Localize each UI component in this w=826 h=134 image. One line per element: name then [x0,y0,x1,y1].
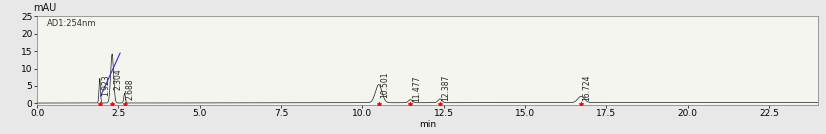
Text: 2.688: 2.688 [126,79,135,100]
Text: 12.387: 12.387 [441,75,450,101]
Text: 1.923: 1.923 [101,75,110,96]
X-axis label: min: min [419,120,436,129]
Text: mAU: mAU [33,3,56,13]
Text: 2.304: 2.304 [113,68,122,90]
Text: 10.501: 10.501 [380,71,389,98]
Text: 16.724: 16.724 [582,74,591,101]
Text: 11.477: 11.477 [411,75,420,102]
Text: AD1:254nm: AD1:254nm [46,19,96,28]
